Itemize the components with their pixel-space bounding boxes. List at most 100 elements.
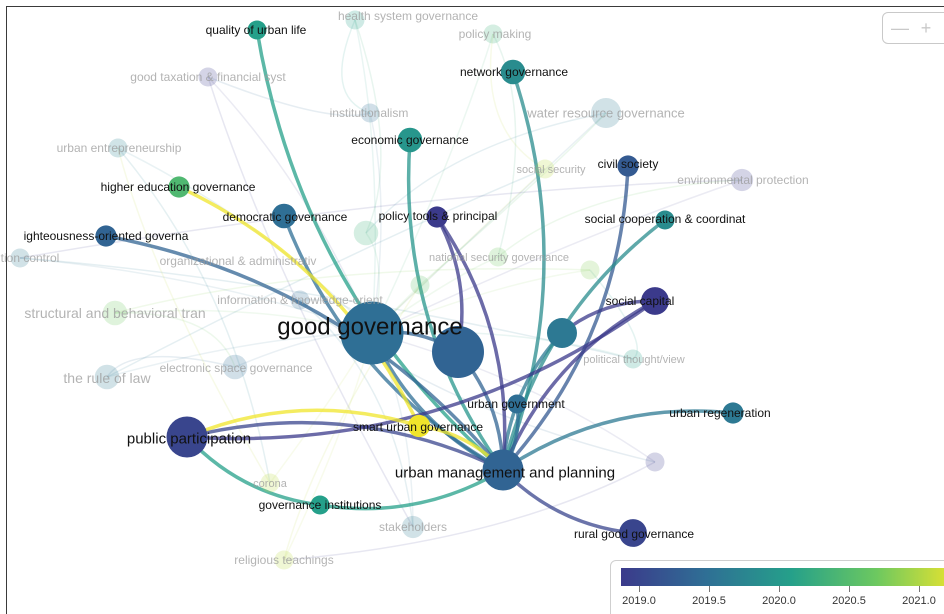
label-ion_control[interactable]: tion control <box>1 251 60 265</box>
label-organizational[interactable]: organizational & administrativ <box>160 254 317 268</box>
link-urban_management-righteousness <box>104 234 505 472</box>
node-urban_regeneration[interactable] <box>722 402 744 424</box>
background-link <box>19 179 743 259</box>
node-environmental_protection[interactable] <box>730 168 754 192</box>
node-urban_government[interactable] <box>507 394 527 414</box>
label-the_rule_of_law[interactable]: the rule of law <box>63 370 151 386</box>
label-stakeholders[interactable]: stakeholders <box>379 520 447 534</box>
node-policy_tools[interactable] <box>426 206 448 228</box>
legend-tick <box>639 586 640 592</box>
label-rural_good[interactable]: rural good governance <box>574 527 694 541</box>
background-link <box>371 269 591 334</box>
label-governance_institutions[interactable]: governance institutions <box>259 498 382 512</box>
node-mid_node[interactable] <box>547 318 577 348</box>
label-urban_management[interactable]: urban management and planning <box>395 464 615 481</box>
node-health_system[interactable] <box>345 10 365 30</box>
node-corona[interactable] <box>260 473 280 493</box>
label-social_security[interactable]: social security <box>516 164 586 176</box>
zoom-control[interactable]: — + <box>882 12 944 44</box>
node-national_security[interactable] <box>488 247 508 267</box>
node-faded_x1[interactable] <box>410 275 430 295</box>
label-religious_teachings[interactable]: religious teachings <box>234 553 333 567</box>
background-link <box>207 76 414 528</box>
label-urban_entrepreneurship[interactable]: urban entrepreneurship <box>57 141 182 155</box>
color-legend: 2019.0 2019.5 2020.0 2020.5 2021.0 <box>610 560 944 614</box>
label-network_governance[interactable]: network governance <box>460 65 568 79</box>
node-righteousness[interactable] <box>95 225 117 247</box>
label-good_taxation[interactable]: good taxation & financial syst <box>130 70 286 84</box>
node-faded_x2[interactable] <box>580 260 600 280</box>
node-organizational[interactable] <box>353 220 379 246</box>
node-economic_governance[interactable] <box>397 127 423 153</box>
label-structural[interactable]: structural and behavioral tran <box>24 305 205 321</box>
label-information[interactable]: information & knowledge-orient <box>217 293 383 307</box>
node-hidden_big[interactable] <box>432 326 484 378</box>
node-structural[interactable] <box>102 300 128 326</box>
node-institutionalism[interactable] <box>360 103 380 123</box>
node-religious_teachings[interactable] <box>274 550 294 570</box>
node-stakeholders[interactable] <box>401 515 425 539</box>
label-smart_urban[interactable]: smart urban governance <box>353 420 483 434</box>
node-information[interactable] <box>290 290 310 310</box>
label-quality_urban_life[interactable]: quality of urban life <box>206 23 307 37</box>
node-network_governance[interactable] <box>500 59 526 85</box>
legend-gradient <box>621 568 944 586</box>
link-higher_education-smart_urban <box>177 185 421 428</box>
node-social_security[interactable] <box>535 159 555 179</box>
label-higher_education[interactable]: higher education governance <box>101 180 256 194</box>
node-democratic_governance[interactable] <box>271 203 297 229</box>
label-righteousness[interactable]: ighteousness-oriented governa <box>24 229 189 243</box>
node-quality_urban_life[interactable] <box>247 20 267 40</box>
node-rural_good[interactable] <box>619 519 647 547</box>
background-link <box>589 269 638 360</box>
node-the_rule_of_law[interactable] <box>94 364 120 390</box>
label-national_security[interactable]: national security governance <box>429 252 569 264</box>
label-economic_governance[interactable]: economic governance <box>351 133 469 147</box>
label-policy_making[interactable]: policy making <box>459 27 532 41</box>
minus-icon[interactable]: — <box>891 18 909 38</box>
label-social_capital[interactable]: social capital <box>606 294 675 308</box>
label-public_participation[interactable]: public participation <box>127 430 251 447</box>
plus-icon[interactable]: + <box>920 18 932 38</box>
node-social_cooperation[interactable] <box>655 210 675 230</box>
label-water_resource[interactable]: water resource governance <box>526 106 685 121</box>
background-link <box>497 179 743 258</box>
node-urban_management[interactable] <box>482 449 524 491</box>
node-social_capital[interactable] <box>641 287 669 315</box>
node-smart_urban[interactable] <box>407 414 431 438</box>
legend-tick-label: 2019.5 <box>692 595 726 607</box>
node-ion_control[interactable] <box>10 248 30 268</box>
node-political_thought[interactable] <box>623 349 643 369</box>
legend-tick <box>709 586 710 592</box>
label-democratic_governance[interactable]: democratic governance <box>223 210 348 224</box>
node-electronic_space[interactable] <box>222 354 248 380</box>
label-electronic_space[interactable]: electronic space governance <box>160 361 313 375</box>
label-good_governance[interactable]: good governance <box>277 313 462 340</box>
label-policy_tools[interactable]: policy tools & principal <box>379 209 498 223</box>
label-urban_government[interactable]: urban government <box>467 397 565 411</box>
node-good_taxation[interactable] <box>198 67 218 87</box>
node-good_governance[interactable] <box>340 301 404 365</box>
label-health_system[interactable]: health system governance <box>338 9 478 23</box>
node-urban_entrepreneurship[interactable] <box>108 138 128 158</box>
node-water_resource[interactable] <box>591 98 621 128</box>
node-governance_institutions[interactable] <box>310 495 330 515</box>
node-public_participation[interactable] <box>166 416 208 458</box>
node-civil_society[interactable] <box>617 155 639 177</box>
label-corona[interactable]: corona <box>253 478 288 490</box>
link-urban_management-network_governance <box>501 70 546 472</box>
node-policy_making[interactable] <box>483 24 503 44</box>
background-link <box>207 76 371 117</box>
label-political_thought[interactable]: political thought/view <box>583 354 685 366</box>
node-higher_education[interactable] <box>168 176 190 198</box>
label-urban_regeneration[interactable]: urban regeneration <box>669 406 770 420</box>
label-civil_society[interactable]: civil society <box>598 157 659 171</box>
legend-tick <box>849 586 850 592</box>
label-environmental_protection[interactable]: environmental protection <box>677 173 808 187</box>
node-faded_x3[interactable] <box>645 452 665 472</box>
label-social_cooperation[interactable]: social cooperation & coordinat <box>585 212 746 226</box>
background-link <box>354 19 377 334</box>
label-institutionalism[interactable]: institutionalism <box>330 106 409 120</box>
